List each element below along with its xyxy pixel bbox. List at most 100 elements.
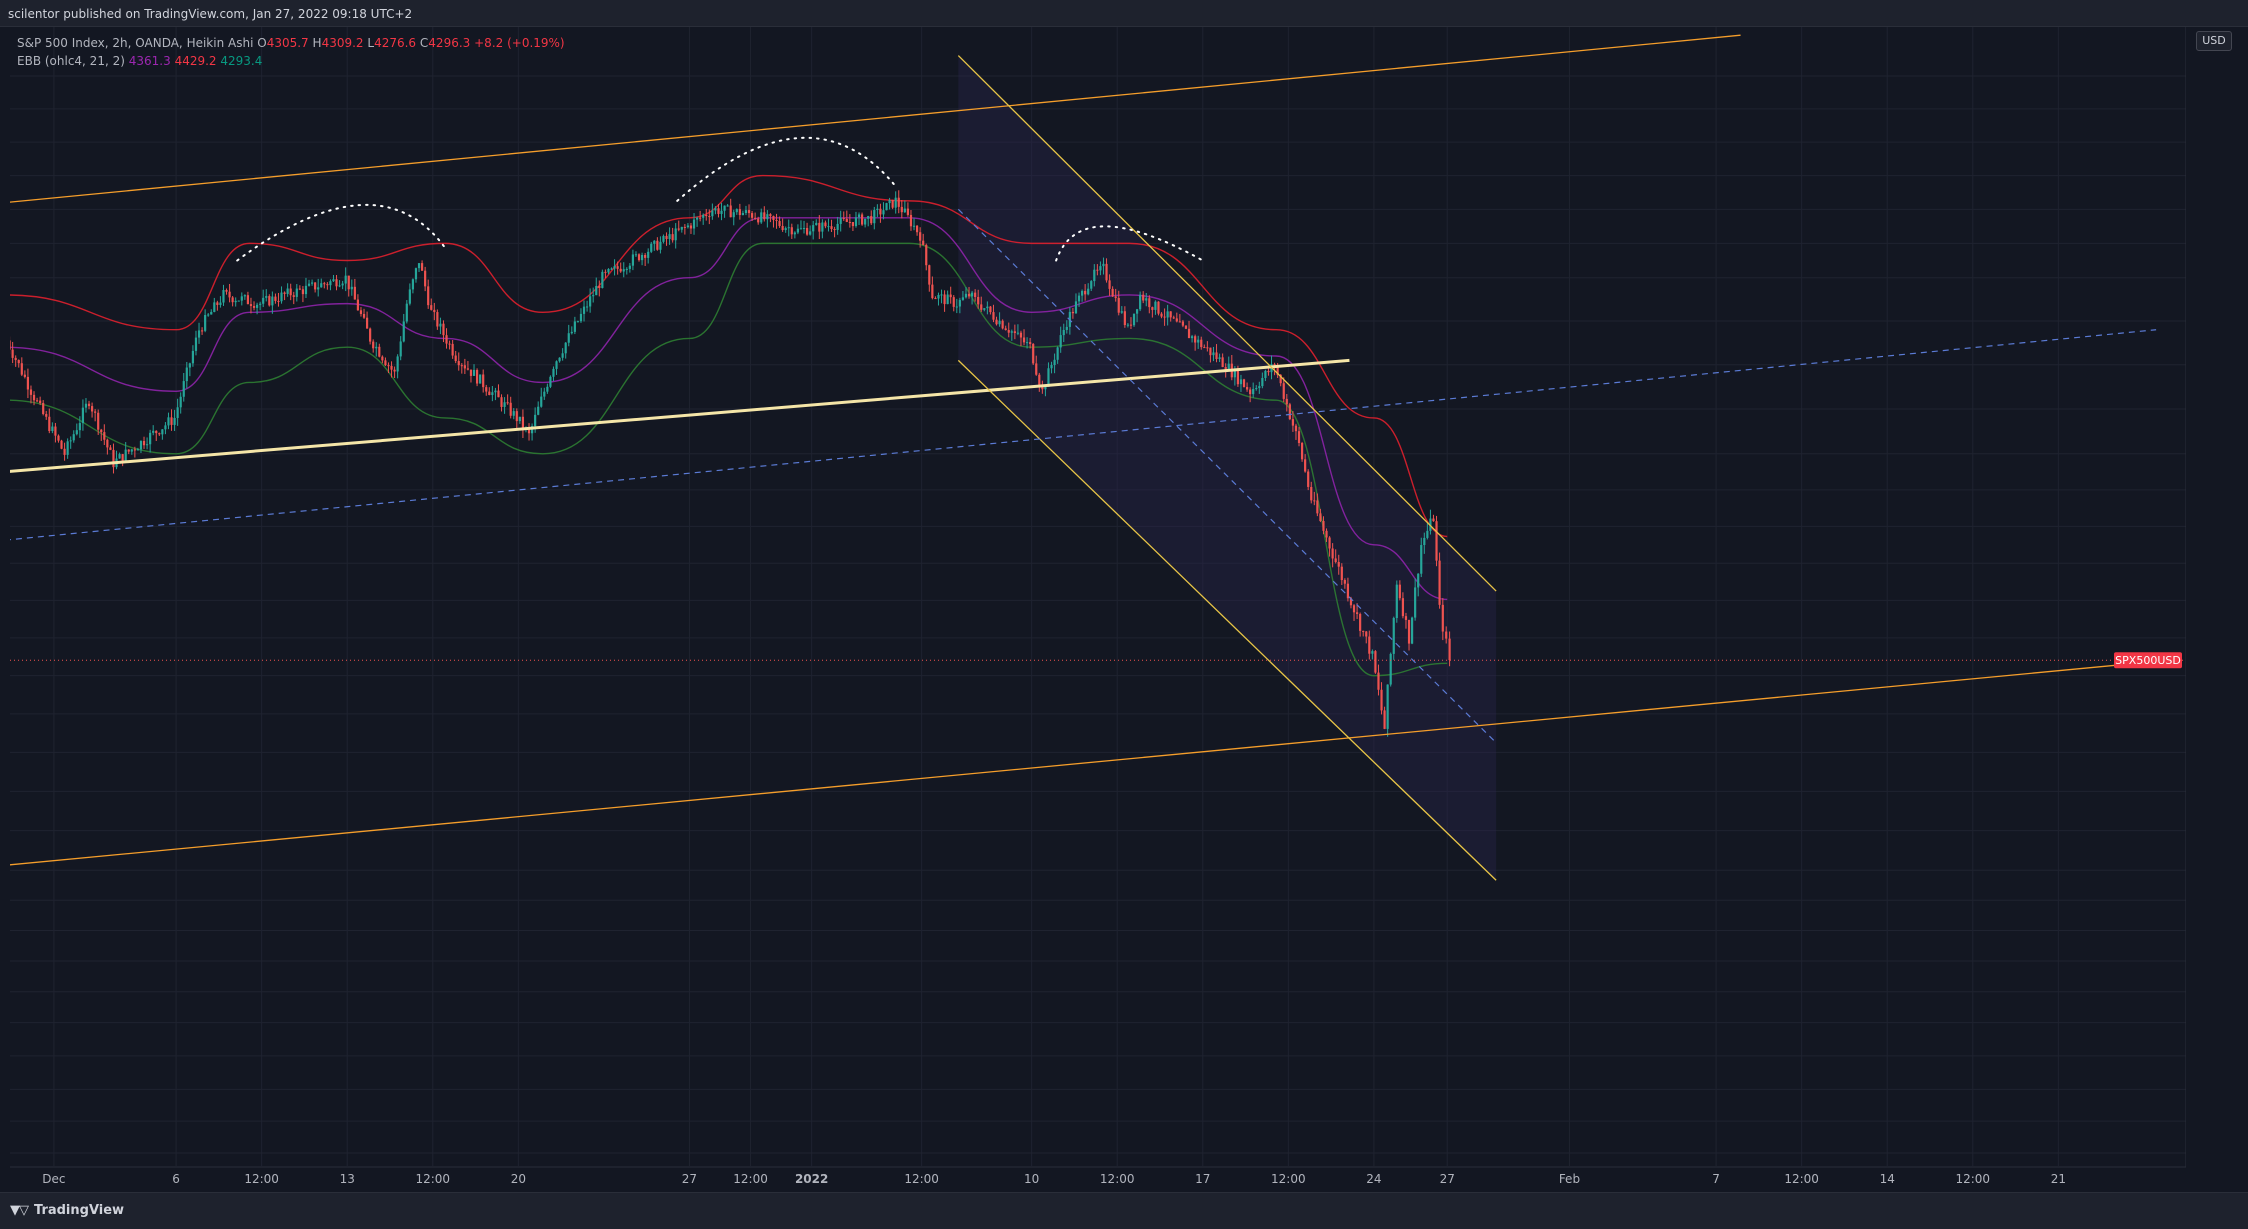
candle-body [689, 225, 693, 229]
time-tick-label: 12:00 [1955, 1172, 1990, 1186]
candle-body [252, 305, 256, 308]
candle-body [1221, 357, 1224, 368]
candle-body [39, 400, 42, 403]
band-line-lower [10, 242, 1448, 677]
candle-body [570, 331, 573, 334]
candle-body [595, 285, 598, 296]
candle-body [909, 214, 913, 227]
candle-body [1304, 459, 1307, 472]
candle-body [900, 206, 903, 213]
candle-body [925, 244, 928, 266]
dashed-trendline [957, 208, 1497, 744]
candle-body [424, 270, 427, 287]
candle-body [1126, 324, 1130, 326]
legend-high: 4309.2 [321, 36, 364, 50]
candle-body [390, 365, 393, 370]
candle-body [1016, 332, 1020, 334]
candle-body [625, 268, 628, 270]
candle-body [1169, 311, 1172, 318]
candle-body [1392, 618, 1395, 654]
candle-body [1380, 689, 1383, 711]
candle-body [1325, 530, 1328, 538]
candles [10, 190, 1451, 737]
candle-body [286, 288, 289, 294]
candle-body [772, 216, 775, 221]
candle-body [1105, 263, 1108, 281]
rounding-top-arc [236, 203, 446, 262]
candle-body [818, 222, 821, 232]
legend-close: 4296.3 [428, 36, 471, 50]
candle-body [998, 320, 1001, 325]
candle-body [51, 426, 54, 432]
candle-body [1187, 328, 1191, 339]
candle-body [1371, 651, 1374, 654]
candle-body [509, 402, 512, 416]
candle-body [347, 275, 350, 290]
candle-body [317, 287, 320, 290]
candle-body [292, 295, 295, 297]
candle-body [326, 284, 329, 286]
candle-body [103, 432, 106, 440]
candle-body [268, 296, 271, 306]
candle-body [1029, 342, 1032, 344]
candle-body [375, 346, 378, 349]
time-tick-label: 12:00 [733, 1172, 768, 1186]
time-tick-label: 20 [511, 1172, 526, 1186]
candle-body [408, 289, 411, 304]
candle-body [622, 269, 625, 272]
candle-body [1084, 290, 1087, 295]
candle-body [1123, 311, 1126, 326]
candle-body [787, 227, 790, 229]
candle-body [1297, 431, 1301, 443]
candle-body [283, 292, 286, 294]
candle-body [1276, 366, 1279, 375]
candle-body [958, 299, 961, 307]
candle-body [1377, 672, 1380, 690]
candle-body [87, 403, 91, 407]
candle-body [1154, 301, 1157, 310]
candle-body [567, 333, 570, 343]
candle-body [970, 292, 974, 297]
candle-body [491, 392, 494, 396]
candle-body [885, 203, 888, 211]
candle-body [1001, 320, 1004, 329]
candle-body [494, 390, 497, 393]
candle-body [631, 254, 635, 266]
time-tick-label: 6 [172, 1172, 180, 1186]
candle-body [14, 357, 17, 361]
candle-body [1035, 363, 1038, 375]
candle-body [854, 217, 858, 227]
currency-button[interactable]: USD [2196, 31, 2232, 51]
candle-body [686, 225, 690, 228]
price-chart[interactable]: 4960.04920.04880.04840.04800.04760.04720… [10, 27, 2186, 1191]
candle-body [1322, 521, 1325, 531]
candle-body [946, 294, 949, 305]
candle-body [142, 440, 146, 446]
candle-body [1166, 311, 1169, 318]
candle-body [1071, 311, 1075, 314]
candle-body [613, 266, 616, 269]
tradingview-logo[interactable]: ▼▽ TradingView [10, 1203, 124, 1218]
candle-body [943, 294, 946, 305]
candle-body [1206, 347, 1209, 349]
candle-body [136, 449, 140, 451]
time-tick-label: 2022 [795, 1172, 828, 1186]
candle-body [1285, 398, 1288, 405]
candle-body [1352, 605, 1356, 613]
candle-body [659, 241, 662, 250]
candle-body [598, 285, 601, 288]
candle-body [842, 217, 845, 219]
candle-body [1157, 301, 1160, 314]
candle-body [912, 225, 916, 227]
candle-body [310, 282, 314, 284]
candle-body [430, 305, 433, 310]
candle-body [836, 223, 839, 230]
candle-body [1386, 684, 1389, 729]
candle-body [1004, 328, 1007, 331]
candle-body [906, 208, 910, 215]
candle-body [680, 226, 683, 230]
candle-body [1096, 269, 1099, 271]
candle-body [851, 222, 855, 227]
candle-body [1135, 309, 1139, 314]
grid-lines [10, 27, 2186, 1166]
